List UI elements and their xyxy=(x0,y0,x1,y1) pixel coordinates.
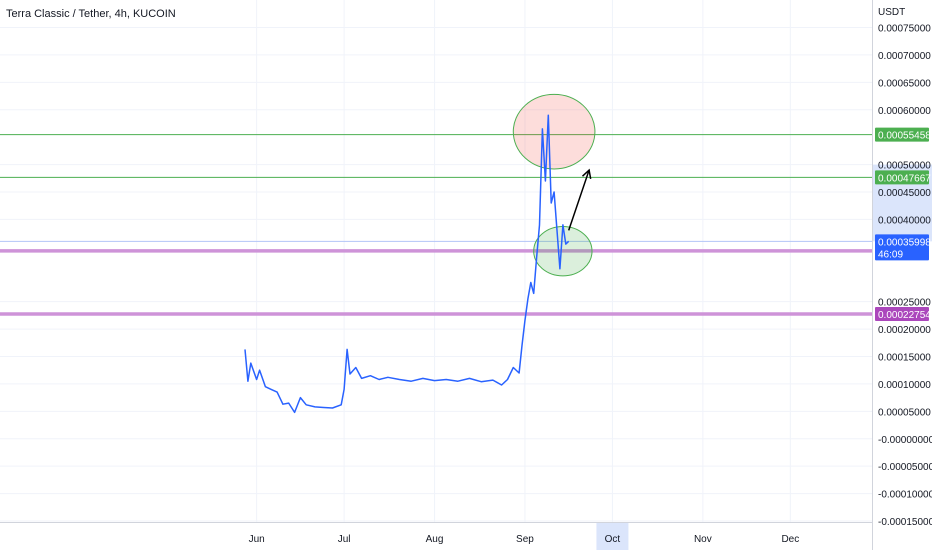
price-level-tag[interactable] xyxy=(875,306,929,321)
y-tick-label: 0.00070000 xyxy=(878,51,931,62)
time-axis-highlight xyxy=(596,523,629,550)
x-tick-label: Dec xyxy=(781,534,799,545)
y-tick-label: -0.00010000 xyxy=(878,490,932,501)
annotation-arrow-head xyxy=(581,168,592,180)
y-tick-label: 0.00060000 xyxy=(878,106,931,117)
y-tick-label: 0.00005000 xyxy=(878,407,931,418)
candle-countdown-label: 46:09 xyxy=(878,249,903,260)
y-tick-label: -0.00000000 xyxy=(878,435,932,446)
y-tick-label: 0.00045000 xyxy=(878,188,931,199)
last-price-tag-label: 0.00035998 xyxy=(878,237,931,248)
x-tick-label: Jul xyxy=(338,534,351,545)
y-tick-label: -0.00015000 xyxy=(878,517,932,528)
x-tick-label: Sep xyxy=(516,534,534,545)
annotation-arrow[interactable] xyxy=(567,169,590,231)
y-tick-label: 0.00010000 xyxy=(878,380,931,391)
y-tick-label: 0.00025000 xyxy=(878,298,931,309)
annotation-ellipse[interactable] xyxy=(512,93,596,170)
y-tick-label: 0.00020000 xyxy=(878,325,931,336)
x-tick-label: Aug xyxy=(426,534,444,545)
price-level-tag-label: 0.00055458 xyxy=(878,131,931,142)
y-tick-label: 0.00015000 xyxy=(878,353,931,364)
x-tick-label: Nov xyxy=(694,534,712,545)
y-tick-label: 0.00075000 xyxy=(878,24,931,35)
y-tick-label: 0.00050000 xyxy=(878,161,931,172)
y-tick-label: -0.00005000 xyxy=(878,462,932,473)
x-tick-label: Jun xyxy=(249,534,265,545)
y-tick-label: 0.00040000 xyxy=(878,215,931,226)
price-level-tag-label: 0.00022754 xyxy=(878,310,931,321)
price-level-tag-label: 0.00047667 xyxy=(878,173,931,184)
price-level-tag[interactable] xyxy=(875,170,929,185)
price-series-line[interactable] xyxy=(244,114,570,414)
x-tick-label: Oct xyxy=(605,534,621,545)
chart-title: Terra Classic / Tether, 4h, KUCOIN xyxy=(6,8,176,20)
last-price-tag[interactable] xyxy=(875,234,929,261)
y-tick-label: 0.00065000 xyxy=(878,78,931,89)
price-level-tag[interactable] xyxy=(875,127,929,142)
currency-label: USDT xyxy=(878,7,905,18)
